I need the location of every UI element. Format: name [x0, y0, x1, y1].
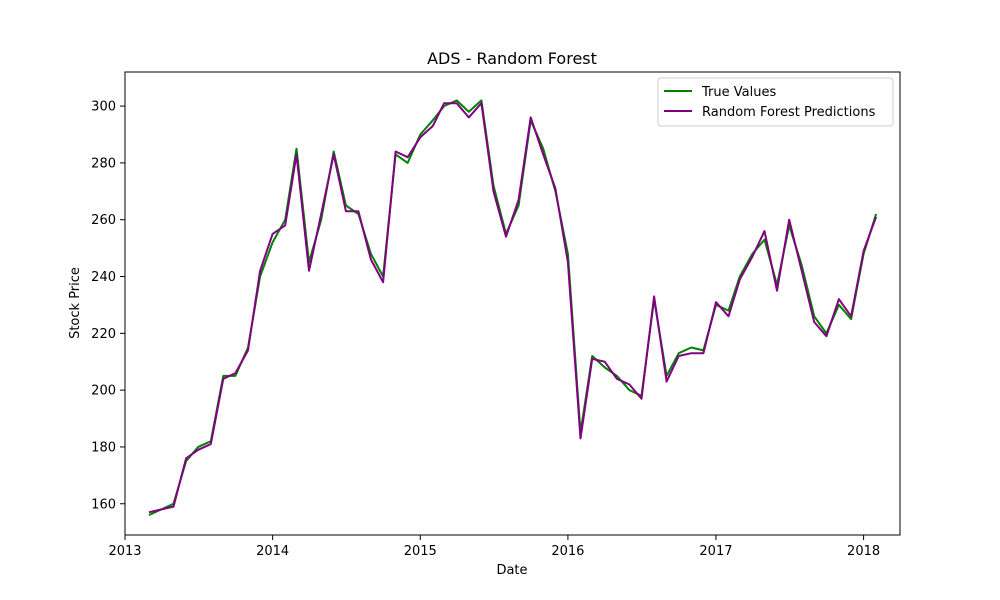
series-line-random-forest-predictions: [148, 102, 878, 514]
y-tick-label: 260: [91, 213, 116, 228]
y-tick-label: 160: [91, 497, 116, 512]
y-tick-label: 180: [91, 440, 116, 455]
x-tick-label: 2016: [551, 544, 584, 559]
x-tick-label: 2013: [108, 544, 141, 559]
plot-area: [124, 71, 901, 536]
y-axis-label: Stock Price: [68, 267, 83, 339]
series-layer: [148, 99, 878, 517]
x-tick-label: 2014: [256, 544, 289, 559]
legend-predictions-label: Random Forest Predictions: [702, 105, 876, 120]
y-axis: 160 180 200 220 240 260 280 300: [91, 100, 125, 512]
x-axis-label: Date: [496, 563, 527, 578]
y-tick-label: 220: [91, 327, 116, 342]
legend-box: [657, 77, 894, 127]
x-tick-label: 2018: [847, 544, 880, 559]
y-tick-label: 240: [91, 270, 116, 285]
x-tick-label: 2017: [699, 544, 732, 559]
y-tick-label: 300: [91, 100, 116, 115]
legend-true-values-label: True Values: [701, 85, 776, 100]
chart-title: ADS - Random Forest: [427, 49, 597, 68]
x-axis: 2013 2014 2015 2016 2017 2018: [108, 535, 880, 559]
y-tick-label: 200: [91, 384, 116, 399]
legend: True Values Random Forest Predictions: [657, 77, 894, 127]
x-tick-label: 2015: [404, 544, 437, 559]
y-tick-label: 280: [91, 156, 116, 171]
